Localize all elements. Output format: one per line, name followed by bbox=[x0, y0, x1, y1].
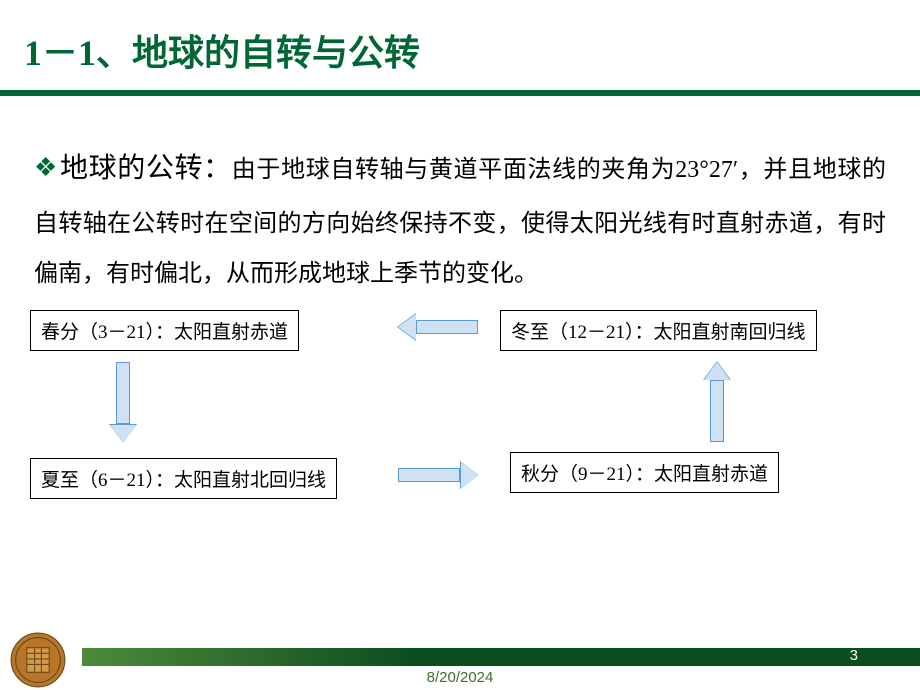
arrow-spring-to-summer bbox=[116, 362, 130, 442]
footer-bar bbox=[82, 648, 920, 666]
slide-title: 1－1、地球的自转与公转 bbox=[0, 0, 920, 90]
arrow-winter-to-spring bbox=[398, 320, 478, 334]
node-spring: 春分（3－21）：太阳直射赤道 bbox=[30, 310, 299, 351]
arrow-autumn-to-winter bbox=[710, 362, 724, 442]
arrow-summer-to-autumn bbox=[398, 468, 478, 482]
page-number: 3 bbox=[850, 647, 858, 664]
node-summer: 夏至（6－21）：太阳直射北回归线 bbox=[30, 458, 337, 499]
node-autumn: 秋分（9－21）：太阳直射赤道 bbox=[510, 452, 779, 493]
node-winter: 冬至（12－21）：太阳直射南回归线 bbox=[500, 310, 817, 351]
body-paragraph: ❖地球的公转：由于地球自转轴与黄道平面法线的夹角为23°27′，并且地球的自转轴… bbox=[0, 96, 920, 300]
slide-footer: 3 8/20/2024 bbox=[0, 646, 920, 690]
footer-date: 8/20/2024 bbox=[0, 669, 920, 686]
diamond-bullet-icon: ❖ bbox=[34, 153, 60, 182]
bullet-heading: 地球的公转： bbox=[60, 153, 232, 184]
seasons-flowchart: 春分（3－21）：太阳直射赤道 冬至（12－21）：太阳直射南回归线 夏至（6－… bbox=[0, 310, 920, 520]
